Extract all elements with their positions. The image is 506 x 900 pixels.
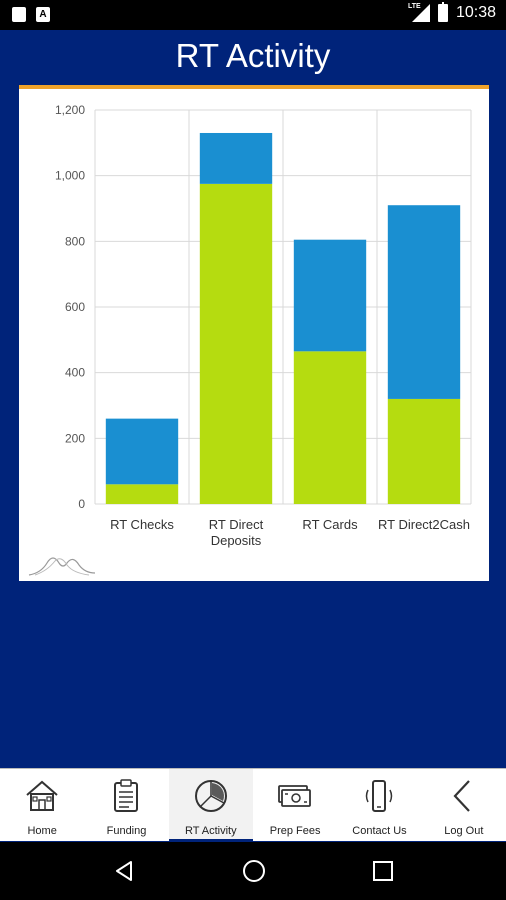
- home-circle-icon[interactable]: [241, 858, 267, 884]
- y-tick-label: 400: [65, 366, 85, 380]
- y-tick-label: 0: [78, 497, 85, 511]
- y-tick-label: 1,200: [55, 103, 85, 117]
- tab-label: Log Out: [444, 825, 484, 837]
- tab-contact-us[interactable]: Contact Us: [337, 769, 421, 841]
- tab-prep-fees[interactable]: Prep Fees: [253, 769, 337, 841]
- money-icon: [278, 785, 312, 807]
- y-tick-label: 800: [65, 234, 85, 248]
- bar-segment-lower[interactable]: [199, 183, 273, 504]
- y-tick-label: 600: [65, 300, 85, 314]
- page-title: RT Activity: [175, 37, 331, 74]
- x-tick-label: RT Direct: [209, 517, 264, 532]
- back-triangle-icon[interactable]: [112, 859, 136, 883]
- bar-segment-upper[interactable]: [105, 418, 179, 485]
- sd-card-icon: [12, 7, 26, 22]
- bar-segment-lower[interactable]: [293, 351, 367, 504]
- android-nav-bar: [0, 842, 506, 900]
- network-label: LTE: [407, 3, 421, 10]
- x-tick-label: RT Cards: [302, 517, 358, 532]
- x-tick-label: Deposits: [211, 533, 262, 548]
- tab-label: Home: [27, 825, 57, 837]
- y-tick-label: 1,000: [55, 169, 85, 183]
- header: RT Activity: [0, 30, 506, 86]
- chart-card: 0 200 400 600 800 1,000 1,200 RT Checks RT Direc…: [19, 85, 489, 581]
- tab-rt-activity[interactable]: RT Activity: [168, 769, 253, 841]
- bar-segment-lower[interactable]: [105, 484, 179, 504]
- recents-square-icon[interactable]: [372, 860, 394, 882]
- bar-segment-lower[interactable]: [387, 398, 461, 504]
- tab-label: Contact Us: [352, 825, 407, 837]
- pie-chart-icon: [194, 780, 227, 812]
- back-arrow-icon: [453, 780, 470, 812]
- phone-icon: [366, 780, 393, 812]
- y-tick-label: 200: [65, 431, 85, 445]
- font-a-icon: A: [36, 7, 50, 22]
- battery-icon: [437, 2, 448, 22]
- x-tick-label: RT Checks: [110, 517, 174, 532]
- tab-home[interactable]: Home: [0, 769, 84, 841]
- clock: 10:38: [455, 4, 496, 21]
- status-bar: A LTE 10:38: [0, 0, 506, 30]
- tab-label: Prep Fees: [269, 825, 321, 837]
- logo-mountain-icon: [28, 557, 96, 576]
- clipboard-icon: [114, 779, 139, 812]
- tab-funding[interactable]: Funding: [84, 769, 168, 841]
- tab-log-out[interactable]: Log Out: [422, 769, 506, 841]
- bottom-tab-bar: Home Funding RT Activity Pre: [0, 768, 506, 841]
- bar-segment-upper[interactable]: [199, 132, 273, 184]
- bar-chart-svg: 0 200 400 600 800 1,000 1,200 RT Checks RT Direc…: [55, 103, 472, 548]
- bar-segment-upper[interactable]: [293, 239, 367, 352]
- x-tick-label: RT Direct2Cash: [378, 517, 470, 532]
- signal-icon: LTE: [407, 3, 430, 22]
- home-icon: [26, 780, 58, 811]
- bar-segment-upper[interactable]: [387, 205, 461, 399]
- tab-label: Funding: [106, 825, 147, 837]
- tab-label: RT Activity: [185, 825, 237, 837]
